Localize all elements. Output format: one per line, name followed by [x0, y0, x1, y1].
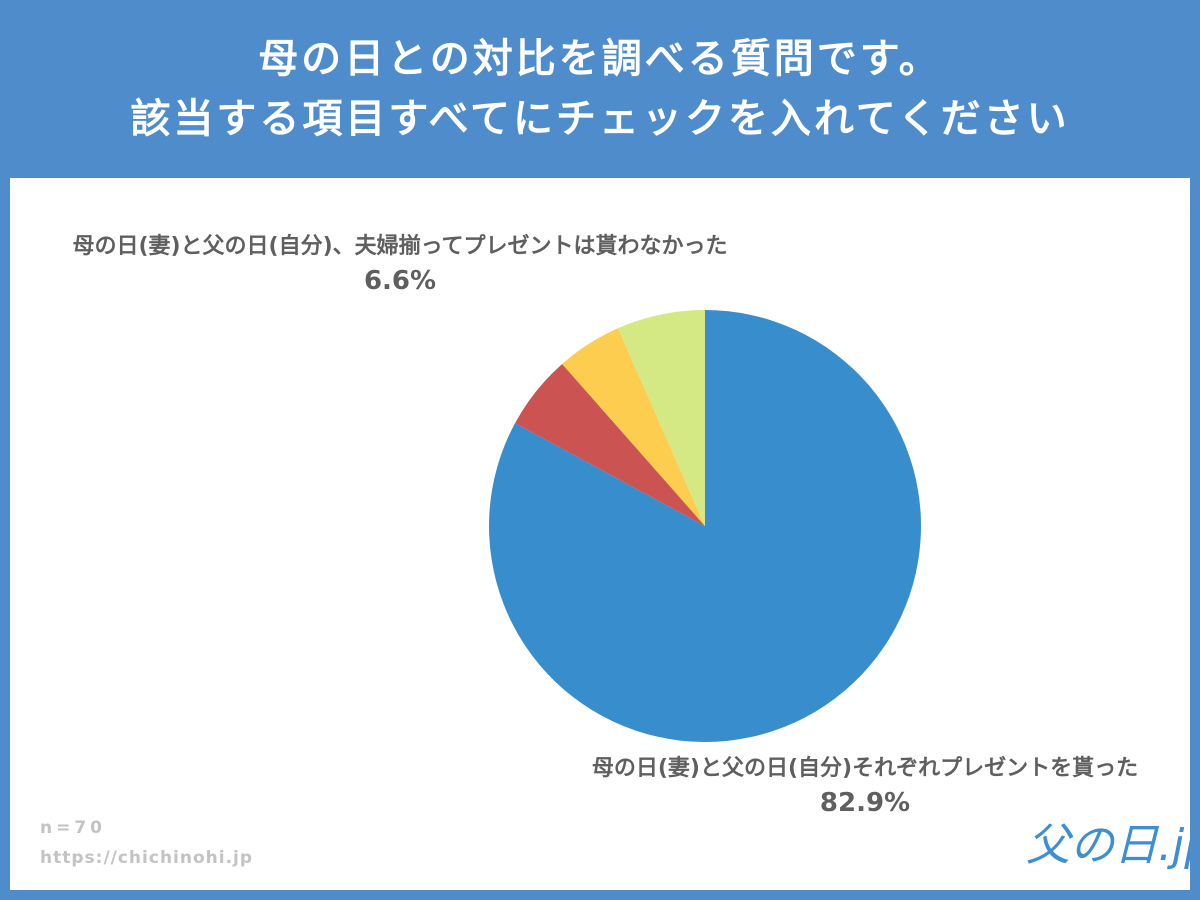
slice-label-no-gifts: 母の日(妻)と父の日(自分)、夫婦揃ってプレゼントは貰わなかった 6.6% — [20, 228, 780, 296]
pie-slice-2 — [562, 328, 705, 526]
pie-slice-3 — [617, 310, 705, 526]
pie-slice-1 — [515, 363, 705, 526]
slice-label-both-received-text: 母の日(妻)と父の日(自分)それぞれプレゼントを貰った — [591, 756, 1139, 781]
source-url: https://chichinohi.jp — [40, 848, 254, 868]
slice-label-no-gifts-value: 6.6% — [363, 266, 437, 296]
slice-label-no-gifts-text: 母の日(妻)と父の日(自分)、夫婦揃ってプレゼントは貰わなかった — [72, 234, 728, 259]
chart-header: 母の日との対比を調べる質問です。 該当する項目すべてにチェックを入れてください — [0, 0, 1200, 178]
chichinohi-logo: 父の日.jp — [1026, 820, 1190, 871]
slice-label-both-received-value: 82.9% — [819, 788, 911, 818]
logo-text: 父の日.jp — [1026, 820, 1190, 871]
sample-size: n=70 — [40, 818, 107, 838]
pie-chart — [489, 310, 922, 742]
pie-slice-0 — [489, 310, 922, 742]
chart-title-line-1: 母の日との対比を調べる質問です。 — [258, 36, 942, 82]
chart-title-line-2: 該当する項目すべてにチェックを入れてください — [130, 96, 1070, 142]
chart-panel: 母の日(妻)と父の日(自分)、夫婦揃ってプレゼントは貰わなかった 6.6% 母の… — [10, 178, 1190, 890]
slice-label-both-received: 母の日(妻)と父の日(自分)それぞれプレゼントを貰った 82.9% — [540, 750, 1190, 818]
